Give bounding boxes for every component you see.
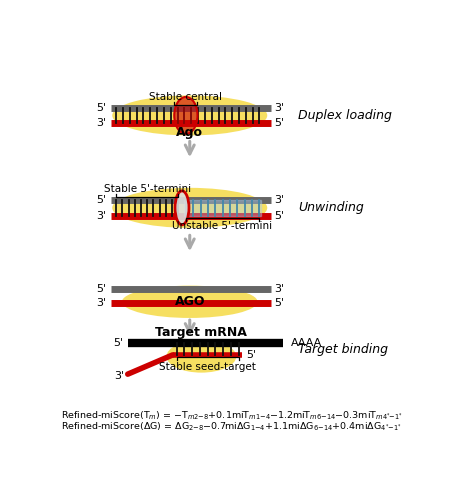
Text: 5': 5' (246, 350, 256, 360)
Text: 5': 5' (274, 298, 284, 308)
Text: Target binding: Target binding (298, 343, 388, 356)
Text: Duplex loading: Duplex loading (298, 109, 391, 122)
Text: 3': 3' (96, 118, 106, 128)
Text: 5': 5' (96, 102, 106, 113)
Text: 5': 5' (96, 195, 106, 205)
Text: 3': 3' (274, 284, 284, 294)
Text: 5': 5' (96, 284, 106, 294)
Text: 3': 3' (96, 298, 106, 308)
Ellipse shape (122, 286, 257, 318)
Text: 5': 5' (113, 338, 123, 348)
Ellipse shape (112, 96, 267, 136)
Text: 5': 5' (274, 210, 284, 220)
Text: 3': 3' (113, 370, 124, 380)
Ellipse shape (166, 340, 236, 372)
Ellipse shape (112, 188, 267, 228)
Text: Ago: Ago (176, 126, 203, 139)
Text: AAAA: AAAA (290, 338, 321, 348)
Text: Stable 5'-termini: Stable 5'-termini (103, 184, 190, 194)
Text: Stable seed-target: Stable seed-target (159, 362, 256, 372)
Text: 3': 3' (274, 195, 284, 205)
Ellipse shape (175, 191, 188, 225)
Text: Target mRNA: Target mRNA (155, 326, 247, 339)
Text: Refined-miScore(T$_m$) = $-$T$_{m2\mathsf{-}8}$+0.1miT$_{m1\mathsf{-}4}$$-$1.2mi: Refined-miScore(T$_m$) = $-$T$_{m2\maths… (61, 410, 402, 422)
Text: Stable central: Stable central (149, 92, 222, 102)
Text: Unwinding: Unwinding (298, 202, 363, 214)
Text: AGO: AGO (174, 296, 205, 308)
Bar (184, 200, 261, 216)
Text: 3': 3' (96, 210, 106, 220)
Text: 5': 5' (274, 118, 284, 128)
Text: Unstable 5'-termini: Unstable 5'-termini (172, 222, 272, 232)
Text: 3': 3' (274, 102, 284, 113)
Text: Refined-miScore($\Delta$G) = $\Delta$G$_{2\mathsf{-}8}$$-$0.7mi$\Delta$G$_{1\mat: Refined-miScore($\Delta$G) = $\Delta$G$_… (61, 420, 401, 433)
Ellipse shape (174, 97, 197, 134)
